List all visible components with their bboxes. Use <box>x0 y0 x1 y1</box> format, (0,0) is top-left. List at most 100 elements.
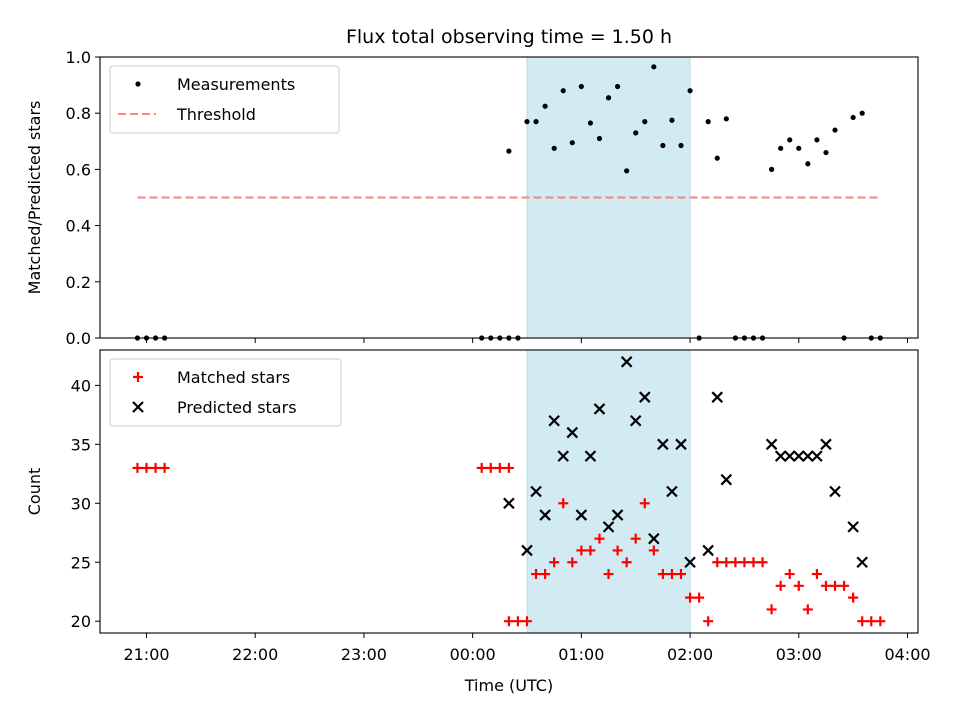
data-point <box>856 556 868 569</box>
data-point <box>629 414 642 427</box>
x-axis-label: Time (UTC) <box>464 676 553 695</box>
legend: Matched stars Predicted stars <box>109 358 342 427</box>
data-point <box>802 450 814 462</box>
data-point <box>522 616 532 627</box>
data-point <box>150 462 161 473</box>
data-point <box>875 616 886 627</box>
data-point <box>748 557 759 568</box>
chart-title: Flux total observing time = 1.50 h <box>346 26 672 48</box>
data-point <box>531 569 542 580</box>
y-tick-label: 0.4 <box>66 217 91 236</box>
y-tick-label: 40 <box>71 376 91 395</box>
data-point <box>721 557 732 568</box>
data-point <box>567 557 578 568</box>
data-point <box>558 498 569 509</box>
data-point <box>530 485 542 498</box>
data-point <box>503 497 515 510</box>
data-point <box>820 438 832 451</box>
y-tick-label: 0.8 <box>66 104 91 123</box>
y-tick-label: 0.6 <box>66 160 91 179</box>
panel-1: 0.0 0.2 0.4 0.6 0.8 1.0 Flux total observing t… <box>25 26 919 348</box>
data-point <box>557 450 570 462</box>
data-point <box>859 110 865 116</box>
data-point <box>811 569 822 580</box>
data-point <box>702 544 714 557</box>
y-tick-label: 30 <box>71 494 91 513</box>
y-axis-label: Count <box>25 468 44 516</box>
x-tick-label: 00:00 <box>450 645 496 664</box>
data-point <box>805 161 811 167</box>
data-point <box>503 616 514 627</box>
data-point <box>857 616 868 627</box>
data-point <box>132 462 143 473</box>
data-point <box>578 83 584 90</box>
data-point <box>596 135 603 142</box>
data-point <box>839 580 850 591</box>
data-point <box>657 438 669 451</box>
x-tick-label: 22:00 <box>232 645 278 664</box>
legend-box <box>109 65 340 134</box>
legend-swatch <box>135 81 141 87</box>
data-point <box>494 462 505 473</box>
data-point <box>823 149 829 156</box>
data-point <box>711 391 724 403</box>
data-point <box>766 604 777 615</box>
shaded-region <box>526 349 691 634</box>
data-point <box>512 616 523 627</box>
series-predicted-stars <box>503 356 868 569</box>
data-point <box>476 462 487 473</box>
data-point <box>774 450 787 462</box>
data-point <box>548 414 560 427</box>
data-point <box>594 533 605 544</box>
data-point <box>769 166 775 172</box>
data-point <box>485 462 496 473</box>
data-point <box>566 426 579 439</box>
data-point <box>657 569 668 580</box>
y-axis-label: Matched/Predicted stars <box>25 101 44 295</box>
y-tick-label: 1.0 <box>66 48 91 67</box>
data-point <box>847 521 859 533</box>
data-point <box>669 117 675 123</box>
data-point <box>533 119 539 125</box>
data-point <box>685 592 696 603</box>
data-point <box>141 462 152 473</box>
data-point <box>587 120 594 126</box>
legend-label: Threshold <box>176 105 256 124</box>
data-point <box>642 119 648 125</box>
data-point <box>848 592 859 603</box>
data-point <box>832 127 838 133</box>
data-point <box>866 616 877 627</box>
data-point <box>603 569 614 580</box>
data-point <box>676 569 687 580</box>
data-point <box>684 556 696 569</box>
data-point <box>506 148 512 154</box>
data-point <box>576 545 587 556</box>
y-tick-label: 35 <box>71 435 91 454</box>
y-tick-label: 0.0 <box>66 329 91 348</box>
legend-box <box>109 358 342 427</box>
data-point <box>730 557 741 568</box>
data-point <box>602 521 615 533</box>
data-point <box>739 557 750 568</box>
data-point <box>621 557 632 568</box>
x-tick-label: 04:00 <box>884 645 930 664</box>
data-point <box>560 88 566 94</box>
data-point <box>614 83 621 90</box>
data-point <box>666 569 677 580</box>
data-point <box>620 356 633 368</box>
data-point <box>820 580 831 591</box>
data-point <box>605 95 612 101</box>
data-point <box>723 116 729 122</box>
data-point <box>765 438 778 451</box>
data-point <box>639 498 650 509</box>
data-point <box>793 450 805 462</box>
data-point <box>714 155 720 161</box>
data-point <box>787 137 793 143</box>
data-point <box>503 462 514 473</box>
x-tick-label: 01:00 <box>558 645 604 664</box>
data-point <box>585 545 596 556</box>
legend: Measurements Threshold <box>109 65 340 134</box>
data-point <box>814 137 820 143</box>
data-point <box>712 557 723 568</box>
x-tick-label: 03:00 <box>776 645 822 664</box>
